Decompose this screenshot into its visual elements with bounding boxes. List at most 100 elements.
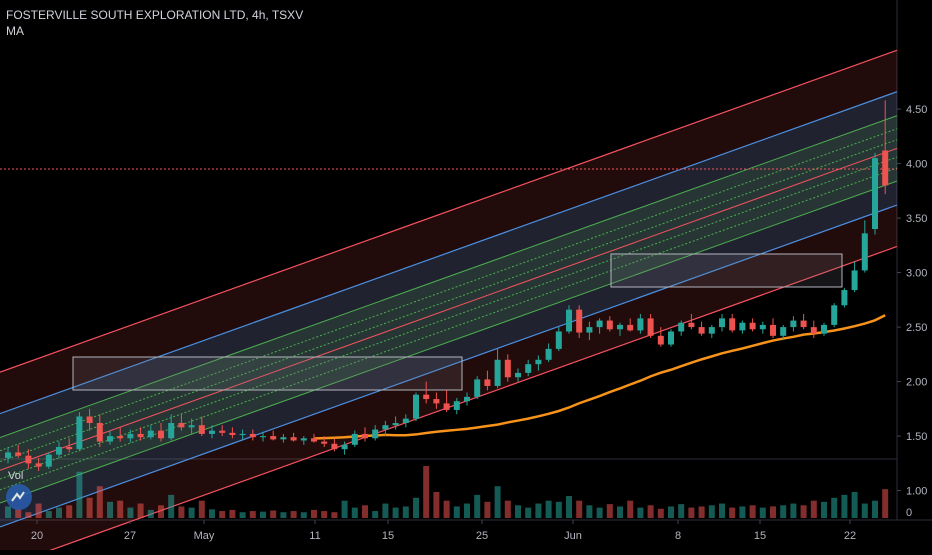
candle-body bbox=[392, 423, 399, 426]
candle-body bbox=[76, 416, 83, 450]
candle-body bbox=[555, 331, 562, 349]
candle-body bbox=[464, 396, 470, 402]
tradingview-logo-icon[interactable] bbox=[6, 484, 32, 510]
volume-bar bbox=[372, 511, 379, 518]
volume-bar bbox=[423, 466, 430, 518]
candle-body bbox=[474, 379, 481, 397]
candle-body bbox=[851, 270, 858, 291]
candle-body bbox=[198, 425, 205, 434]
time-tick-label: 25 bbox=[476, 530, 488, 542]
volume-bar bbox=[698, 506, 705, 518]
candle-body bbox=[790, 320, 797, 328]
candle-body bbox=[158, 430, 164, 439]
candle-body bbox=[882, 150, 889, 186]
candle-body bbox=[443, 403, 450, 410]
candle-body bbox=[5, 452, 11, 458]
volume-bar bbox=[729, 507, 736, 518]
candle-body bbox=[872, 158, 878, 229]
volume-bar bbox=[872, 500, 878, 518]
candle-body bbox=[402, 418, 409, 424]
candle-body bbox=[413, 394, 419, 419]
price-tick-label: 3.50 bbox=[906, 213, 927, 225]
candle-body bbox=[290, 437, 297, 441]
candle-body bbox=[668, 331, 674, 345]
volume-bar bbox=[821, 501, 827, 518]
volume-bar bbox=[596, 507, 603, 518]
candle-body bbox=[453, 401, 460, 410]
candle-body bbox=[545, 348, 552, 360]
candle-body bbox=[382, 425, 389, 430]
volume-bar bbox=[576, 500, 583, 518]
volume-label[interactable]: Vol bbox=[8, 470, 24, 482]
time-tick-label: 15 bbox=[382, 530, 394, 542]
candle-body bbox=[372, 429, 379, 439]
candle-body bbox=[311, 438, 317, 442]
volume-bar bbox=[147, 509, 154, 518]
candle-body bbox=[576, 309, 583, 333]
channel-line bbox=[0, 139, 898, 463]
volume-bar bbox=[15, 509, 22, 518]
indicator-label[interactable]: MA bbox=[6, 24, 24, 38]
volume-bar bbox=[331, 512, 338, 518]
candle-body bbox=[249, 433, 256, 438]
volume-bar bbox=[688, 507, 695, 518]
grid bbox=[0, 0, 932, 521]
volume-bar bbox=[66, 505, 73, 518]
candle-body bbox=[362, 433, 368, 439]
time-tick-label: 15 bbox=[754, 530, 766, 542]
candle-body bbox=[300, 438, 307, 441]
candle-body bbox=[280, 437, 287, 440]
candle-body bbox=[657, 335, 664, 345]
volume-bar bbox=[158, 505, 164, 518]
volume-bar bbox=[137, 503, 144, 518]
candle-body bbox=[525, 364, 532, 373]
volume-bar bbox=[321, 511, 328, 518]
volume-bar bbox=[841, 494, 848, 518]
volume-bar bbox=[474, 494, 481, 518]
volume-bar bbox=[311, 509, 317, 518]
chart-header: FOSTERVILLE SOUTH EXPLORATION LTD, 4h, T… bbox=[6, 8, 303, 38]
volume-bar bbox=[362, 505, 368, 518]
volume-bar bbox=[882, 489, 889, 518]
volume-bar bbox=[443, 500, 450, 518]
volume-bar bbox=[637, 507, 644, 518]
candle-body bbox=[637, 318, 644, 331]
volume-bar bbox=[96, 486, 103, 518]
volume-bar bbox=[127, 507, 134, 518]
candle-body bbox=[861, 233, 868, 271]
channel-line bbox=[0, 115, 898, 439]
candle-body bbox=[566, 309, 572, 332]
candle-body bbox=[137, 433, 144, 438]
regression-channel bbox=[0, 49, 898, 555]
channel-line bbox=[0, 167, 898, 491]
candle-body bbox=[504, 359, 511, 378]
volume-bar bbox=[525, 507, 532, 518]
volume-bar bbox=[453, 506, 460, 518]
volume-bar bbox=[239, 512, 246, 518]
time-tick-label: 11 bbox=[309, 530, 320, 542]
volume-bar bbox=[168, 494, 175, 518]
candle-body bbox=[810, 327, 817, 334]
candle-body bbox=[831, 305, 838, 325]
volume-bar bbox=[861, 503, 868, 518]
candle-body bbox=[35, 463, 42, 467]
volume-bar bbox=[188, 507, 195, 518]
candle-body bbox=[351, 433, 358, 445]
candle-body bbox=[586, 327, 593, 333]
candle-body bbox=[494, 359, 501, 386]
volume-bar bbox=[209, 509, 215, 518]
channel-outer-fill bbox=[0, 50, 897, 555]
volume-bar bbox=[657, 508, 664, 518]
candle-body bbox=[535, 359, 542, 365]
candle-body bbox=[759, 324, 766, 330]
price-tick-label: 1.50 bbox=[906, 431, 927, 443]
volume-bar bbox=[627, 500, 634, 518]
candle-body bbox=[25, 455, 32, 464]
volume-bar bbox=[76, 471, 83, 518]
time-tick-label: 20 bbox=[31, 530, 43, 542]
volume-bar bbox=[719, 503, 725, 518]
candle-body bbox=[168, 423, 175, 439]
candle-body bbox=[729, 318, 736, 331]
volume-bar bbox=[617, 506, 623, 518]
